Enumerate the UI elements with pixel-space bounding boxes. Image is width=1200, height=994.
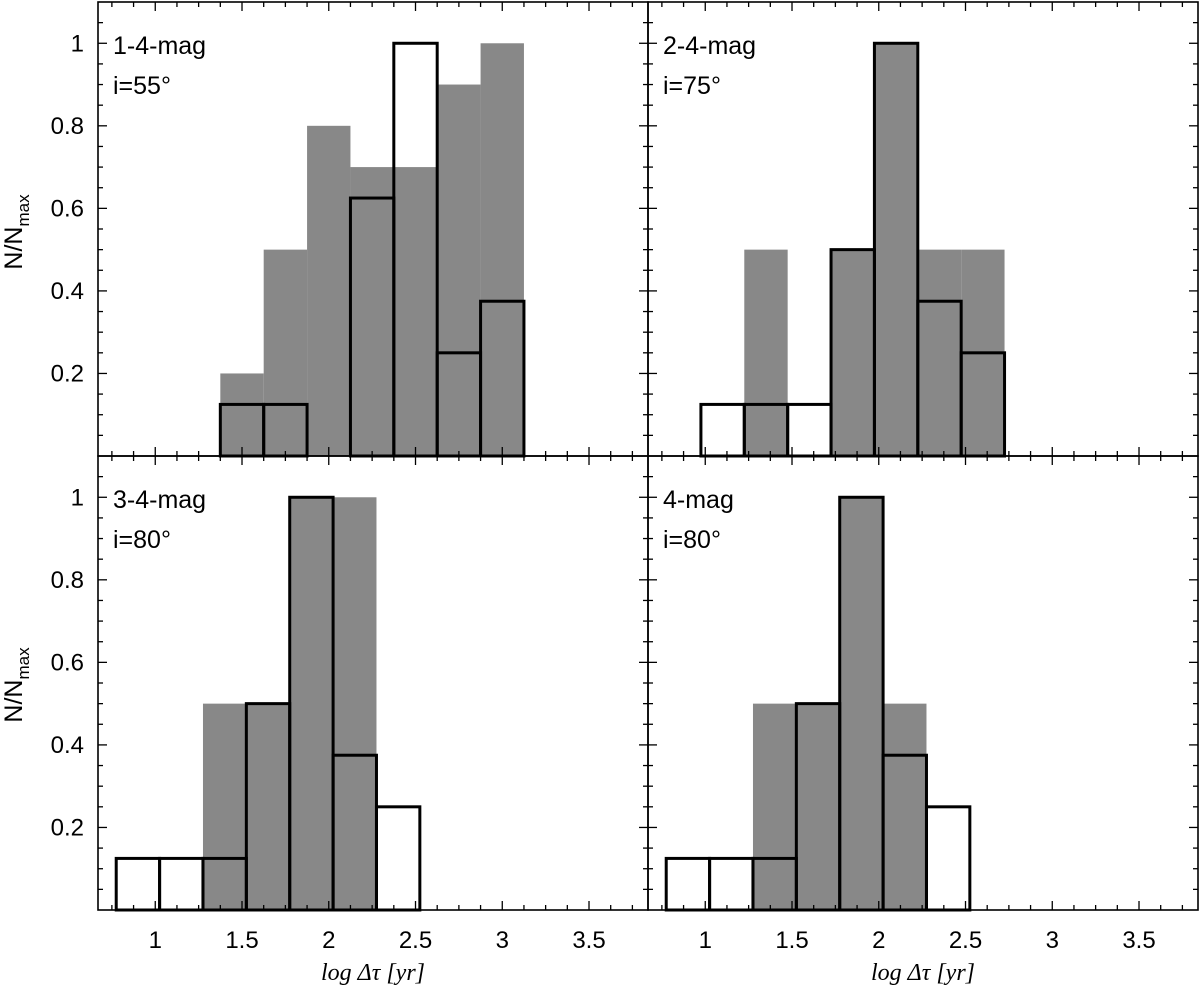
y-tick-label: 0.4: [51, 278, 84, 305]
panel-3-filled-bar: [289, 497, 334, 910]
x-tick-label: 1.5: [775, 927, 808, 954]
panel-4-filled-bars: [752, 497, 927, 910]
panel-1-filled-bar: [480, 43, 524, 456]
y-tick-label: 1: [71, 30, 84, 57]
panel-1-inclination: i=55°: [113, 72, 171, 100]
panel-3-filled-bar: [333, 497, 377, 910]
y-tick-label: 0.8: [51, 567, 84, 594]
x-tick-label: 2: [872, 927, 885, 954]
y-tick-label: 1: [71, 484, 84, 511]
x-tick-label: 3.5: [1122, 927, 1155, 954]
y-tick-label: 0.6: [51, 195, 84, 222]
panel-1: 1-4-mag i=55°: [97, 1, 649, 458]
panel-1-filled-bar: [263, 249, 308, 456]
panel-2-filled-bar: [744, 249, 788, 456]
panel-4: 4-mag i=80°: [647, 455, 1199, 912]
y-tick-label: 0.8: [51, 113, 84, 140]
panel-4-outline-bar: [924, 805, 972, 912]
panel-3-title: 3-4-mag: [113, 486, 206, 514]
panel-2-filled-bars: [744, 43, 1005, 456]
panel-3-inclination: i=80°: [113, 526, 171, 554]
y-axis-label-bottom-main: N/N: [0, 680, 28, 723]
x-axis-label-left: log Δτ [yr]: [321, 960, 425, 986]
y-tick-label: 0.2: [51, 814, 84, 841]
panel-3-outline-bar: [158, 856, 205, 912]
panel-2-outline-bar: [699, 402, 746, 458]
panel-2-inclination: i=75°: [663, 72, 721, 100]
panel-3: 3-4-mag i=80°: [97, 455, 649, 912]
panel-4-inclination: i=80°: [663, 526, 721, 554]
y-axis-label-top-main: N/N: [0, 227, 28, 270]
x-tick-label: 2.5: [399, 927, 432, 954]
x-tick-label: 3: [496, 927, 509, 954]
panel-2-filled-bar: [917, 249, 962, 456]
panel-3-filled-bar: [202, 703, 247, 910]
panel-2-title: 2-4-mag: [663, 32, 756, 60]
panel-1-filled-bars: [220, 43, 524, 457]
panel-2-ticks: [648, 2, 1198, 456]
panel-4-filled-bar: [883, 703, 927, 910]
panel-4-outline-bar: [708, 856, 755, 912]
tick-labels: 0.2 0.4 0.6 0.8 1 0.2 0.4 0.6 0.8 1 1 1.5 2 2.5 3 3.5 1 1…: [51, 30, 1156, 954]
panel-4-filled-bar: [796, 703, 840, 910]
x-tick-label: 2: [322, 927, 335, 954]
panel-1-filled-bar: [220, 373, 264, 456]
panel-2-outline-bar: [786, 402, 833, 458]
y-tick-label: 0.4: [51, 732, 84, 759]
panel-3-filled-bar: [246, 703, 290, 910]
x-tick-label: 1: [699, 927, 712, 954]
x-axis-label-right: log Δτ [yr]: [871, 960, 975, 986]
panel-2-filled-bar: [874, 43, 918, 456]
x-tick-label: 1: [149, 927, 162, 954]
panel-4-title: 4-mag: [663, 486, 734, 514]
panel-3-outline-bar: [114, 856, 162, 912]
x-tick-label: 2.5: [949, 927, 982, 954]
panel-4-ticks: [648, 456, 1198, 910]
y-axis-label-top-sub: max: [14, 194, 33, 227]
panel-3-filled-bars: [202, 497, 377, 910]
panel-4-outline-bar: [664, 856, 712, 912]
panel-1-filled-bar: [437, 84, 481, 456]
panel-4-filled-bar: [839, 497, 884, 910]
x-tick-label: 3: [1046, 927, 1059, 954]
y-axis-label-bottom-sub: max: [14, 647, 33, 680]
y-axis-label-bottom: N/Nmax: [0, 647, 33, 723]
panel-1-filled-bar: [307, 125, 351, 457]
y-tick-label: 0.2: [51, 360, 84, 387]
y-tick-label: 0.6: [51, 649, 84, 676]
panel-1-filled-bar: [393, 167, 438, 456]
panel-4-filled-bar: [752, 703, 797, 910]
x-tick-label: 3.5: [572, 927, 605, 954]
panel-2: 2-4-mag i=75°: [647, 1, 1199, 458]
y-axis-label-top: N/Nmax: [0, 194, 33, 270]
panel-3-ticks: [98, 456, 648, 910]
panel-1-filled-bar: [350, 167, 394, 456]
x-tick-label: 1.5: [225, 927, 258, 954]
panel-2-filled-bar: [831, 249, 875, 456]
panel-1-ticks: [98, 2, 648, 456]
panel-3-outline-bar: [374, 805, 422, 912]
panel-1-title: 1-4-mag: [113, 32, 206, 60]
